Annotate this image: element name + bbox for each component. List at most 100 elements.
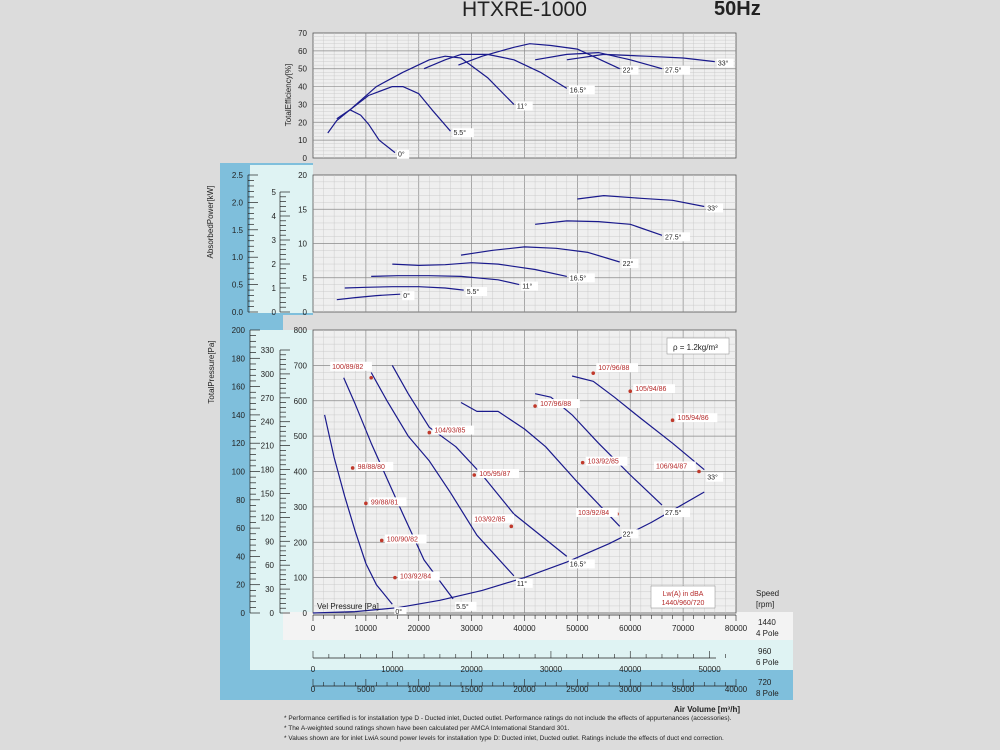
- speed-unit: [rpm]: [756, 600, 774, 609]
- noise-marker: [364, 501, 368, 506]
- pressure-blue-tick-label: 160: [232, 383, 246, 392]
- efficiency-tick-label: 30: [298, 100, 307, 109]
- efficiency-angle-label-bg: [568, 85, 595, 95]
- power-series-6: [577, 195, 705, 208]
- pressure-blue-tick-label: 120: [232, 439, 246, 448]
- footnote-3: * Values shown are for inlet LwiA sound …: [284, 735, 724, 742]
- density-note-box: [666, 337, 730, 355]
- efficiency-y-title: TotalEfficiency[%]: [284, 64, 293, 127]
- efficiency-grid: [312, 32, 737, 159]
- pressure-cyan-tick-label: 30: [265, 585, 274, 594]
- pressure-blue-tick-label: 180: [232, 354, 246, 363]
- efficiency-angle-label-bg: [515, 101, 533, 111]
- noise-label: 105/95/87: [479, 471, 510, 478]
- xaxis-8pole-tick-label: 30000: [619, 685, 642, 694]
- pressure-tick-label: 800: [294, 326, 308, 335]
- power-tick-label: 10: [298, 240, 307, 249]
- pressure-cyan-tick-label: 0: [270, 609, 275, 618]
- efficiency-angle-label-bg: [452, 128, 474, 138]
- pressure-tick-label: 100: [294, 574, 308, 583]
- noise-legend-speeds: 1440/960/720: [662, 600, 705, 607]
- efficiency-angle-label: 11°: [517, 102, 527, 110]
- pressure-tick-label: 700: [294, 361, 308, 370]
- power-series-4: [460, 246, 620, 263]
- power-series-0: [336, 293, 401, 301]
- pressure-angle-label: 33°: [707, 474, 718, 482]
- power-angle-label-bg: [621, 258, 639, 268]
- noise-label-bg: [477, 469, 520, 479]
- xaxis-8pole-tick-label: 10000: [408, 685, 431, 694]
- pressure-angle-label: 16.5°: [570, 560, 587, 568]
- power-alt-tick-label: 5: [272, 188, 277, 197]
- pressure-cyan-tick-label: 60: [265, 561, 274, 570]
- power-alt-tick-label: 2: [272, 260, 277, 269]
- pressure-angle-label: 0°: [395, 608, 402, 616]
- noise-label-bg: [675, 413, 718, 423]
- xaxis-4pole-tick-label: 50000: [566, 624, 589, 633]
- power-tick-label: 15: [298, 205, 307, 214]
- efficiency-tick-label: 60: [298, 47, 307, 56]
- power-series-3: [392, 262, 567, 277]
- vel-pressure-label: Vel Pressure [Pa]: [317, 602, 379, 611]
- xaxis-title: Air Volume [m³/h]: [674, 705, 740, 714]
- efficiency-angle-label: 33°: [718, 60, 729, 68]
- pressure-blue-tick-label: 40: [236, 552, 245, 561]
- noise-label-bg: [538, 399, 580, 409]
- pressure-angle-label-bg: [706, 472, 724, 482]
- noise-label: 100/89/82: [332, 364, 363, 371]
- speed-4pole-rpm: 1440: [758, 618, 776, 627]
- power-angle-label: 5.5°: [467, 288, 480, 296]
- pressure-tick-label: 200: [294, 538, 308, 547]
- efficiency-tick-label: 0: [303, 154, 308, 163]
- power-angle-label: 0°: [403, 292, 410, 300]
- density-note: ρ = 1.2kg/m³: [673, 343, 718, 352]
- power-alt-tick-label: 3: [272, 236, 277, 245]
- power-angle-label: 22°: [623, 260, 634, 268]
- xaxis-4pole-tick-label: 70000: [672, 624, 695, 633]
- noise-label-bg: [633, 384, 676, 394]
- pressure-blue-tick-label: 200: [232, 326, 246, 335]
- noise-label: 107/96/88: [598, 365, 629, 372]
- pressure-tick-label: 0: [303, 609, 308, 618]
- pressure-cyan-tick-label: 180: [261, 466, 275, 475]
- noise-label: 103/92/84: [578, 510, 609, 517]
- noise-marker: [697, 469, 701, 474]
- power-kw-tick-label: 0.0: [232, 308, 244, 317]
- efficiency-angle-label-bg: [396, 149, 410, 159]
- pressure-angle-label-bg: [515, 578, 533, 588]
- noise-label: 106/94/87: [656, 464, 687, 471]
- power-series-1: [344, 286, 464, 291]
- noise-marker: [427, 430, 432, 435]
- xaxis-8pole-tick-label: 25000: [566, 685, 589, 694]
- efficiency-series-4: [458, 43, 620, 70]
- power-kw-tick-label: 2.5: [232, 171, 244, 180]
- noise-label-bg: [585, 456, 628, 466]
- pressure-cyan-tick-label: 330: [261, 346, 275, 355]
- power-kw-tick-label: 2.0: [232, 198, 244, 207]
- pressure-series-1: [343, 377, 454, 600]
- footnote-2: * The A-weighted sound ratings shown hav…: [284, 725, 570, 732]
- pressure-angle-label-bg: [455, 601, 477, 611]
- xaxis-4pole-tick-label: 10000: [355, 624, 378, 633]
- pressure-angle-label-bg: [394, 607, 407, 617]
- xaxis-4pole-tick-label: 80000: [725, 624, 748, 633]
- speed-6pole-rpm: 960: [758, 647, 772, 656]
- speed-6pole-label: 6 Pole: [756, 658, 779, 667]
- xaxis-4pole-tick-label: 40000: [513, 624, 536, 633]
- pressure-series-5: [534, 393, 663, 506]
- noise-marker: [369, 375, 373, 380]
- efficiency-angle-label: 22°: [623, 67, 634, 75]
- power-angle-label: 16.5°: [570, 274, 587, 282]
- pressure-series-0: [324, 414, 393, 605]
- speed-title: Speed: [756, 589, 779, 598]
- pressure-tick-label: 600: [294, 397, 308, 406]
- pressure-cyan-tick-label: 210: [261, 442, 275, 451]
- pressure-series-2: [370, 372, 515, 577]
- pressure-blue-tick-label: 100: [232, 468, 246, 477]
- pressure-cyan-tick-label: 240: [261, 418, 275, 427]
- pressure-tick-label: 500: [294, 432, 308, 441]
- power-kw-tick-label: 1.0: [232, 253, 244, 262]
- speed-4pole-label: 4 Pole: [756, 629, 779, 638]
- noise-label: 103/92/85: [474, 516, 505, 523]
